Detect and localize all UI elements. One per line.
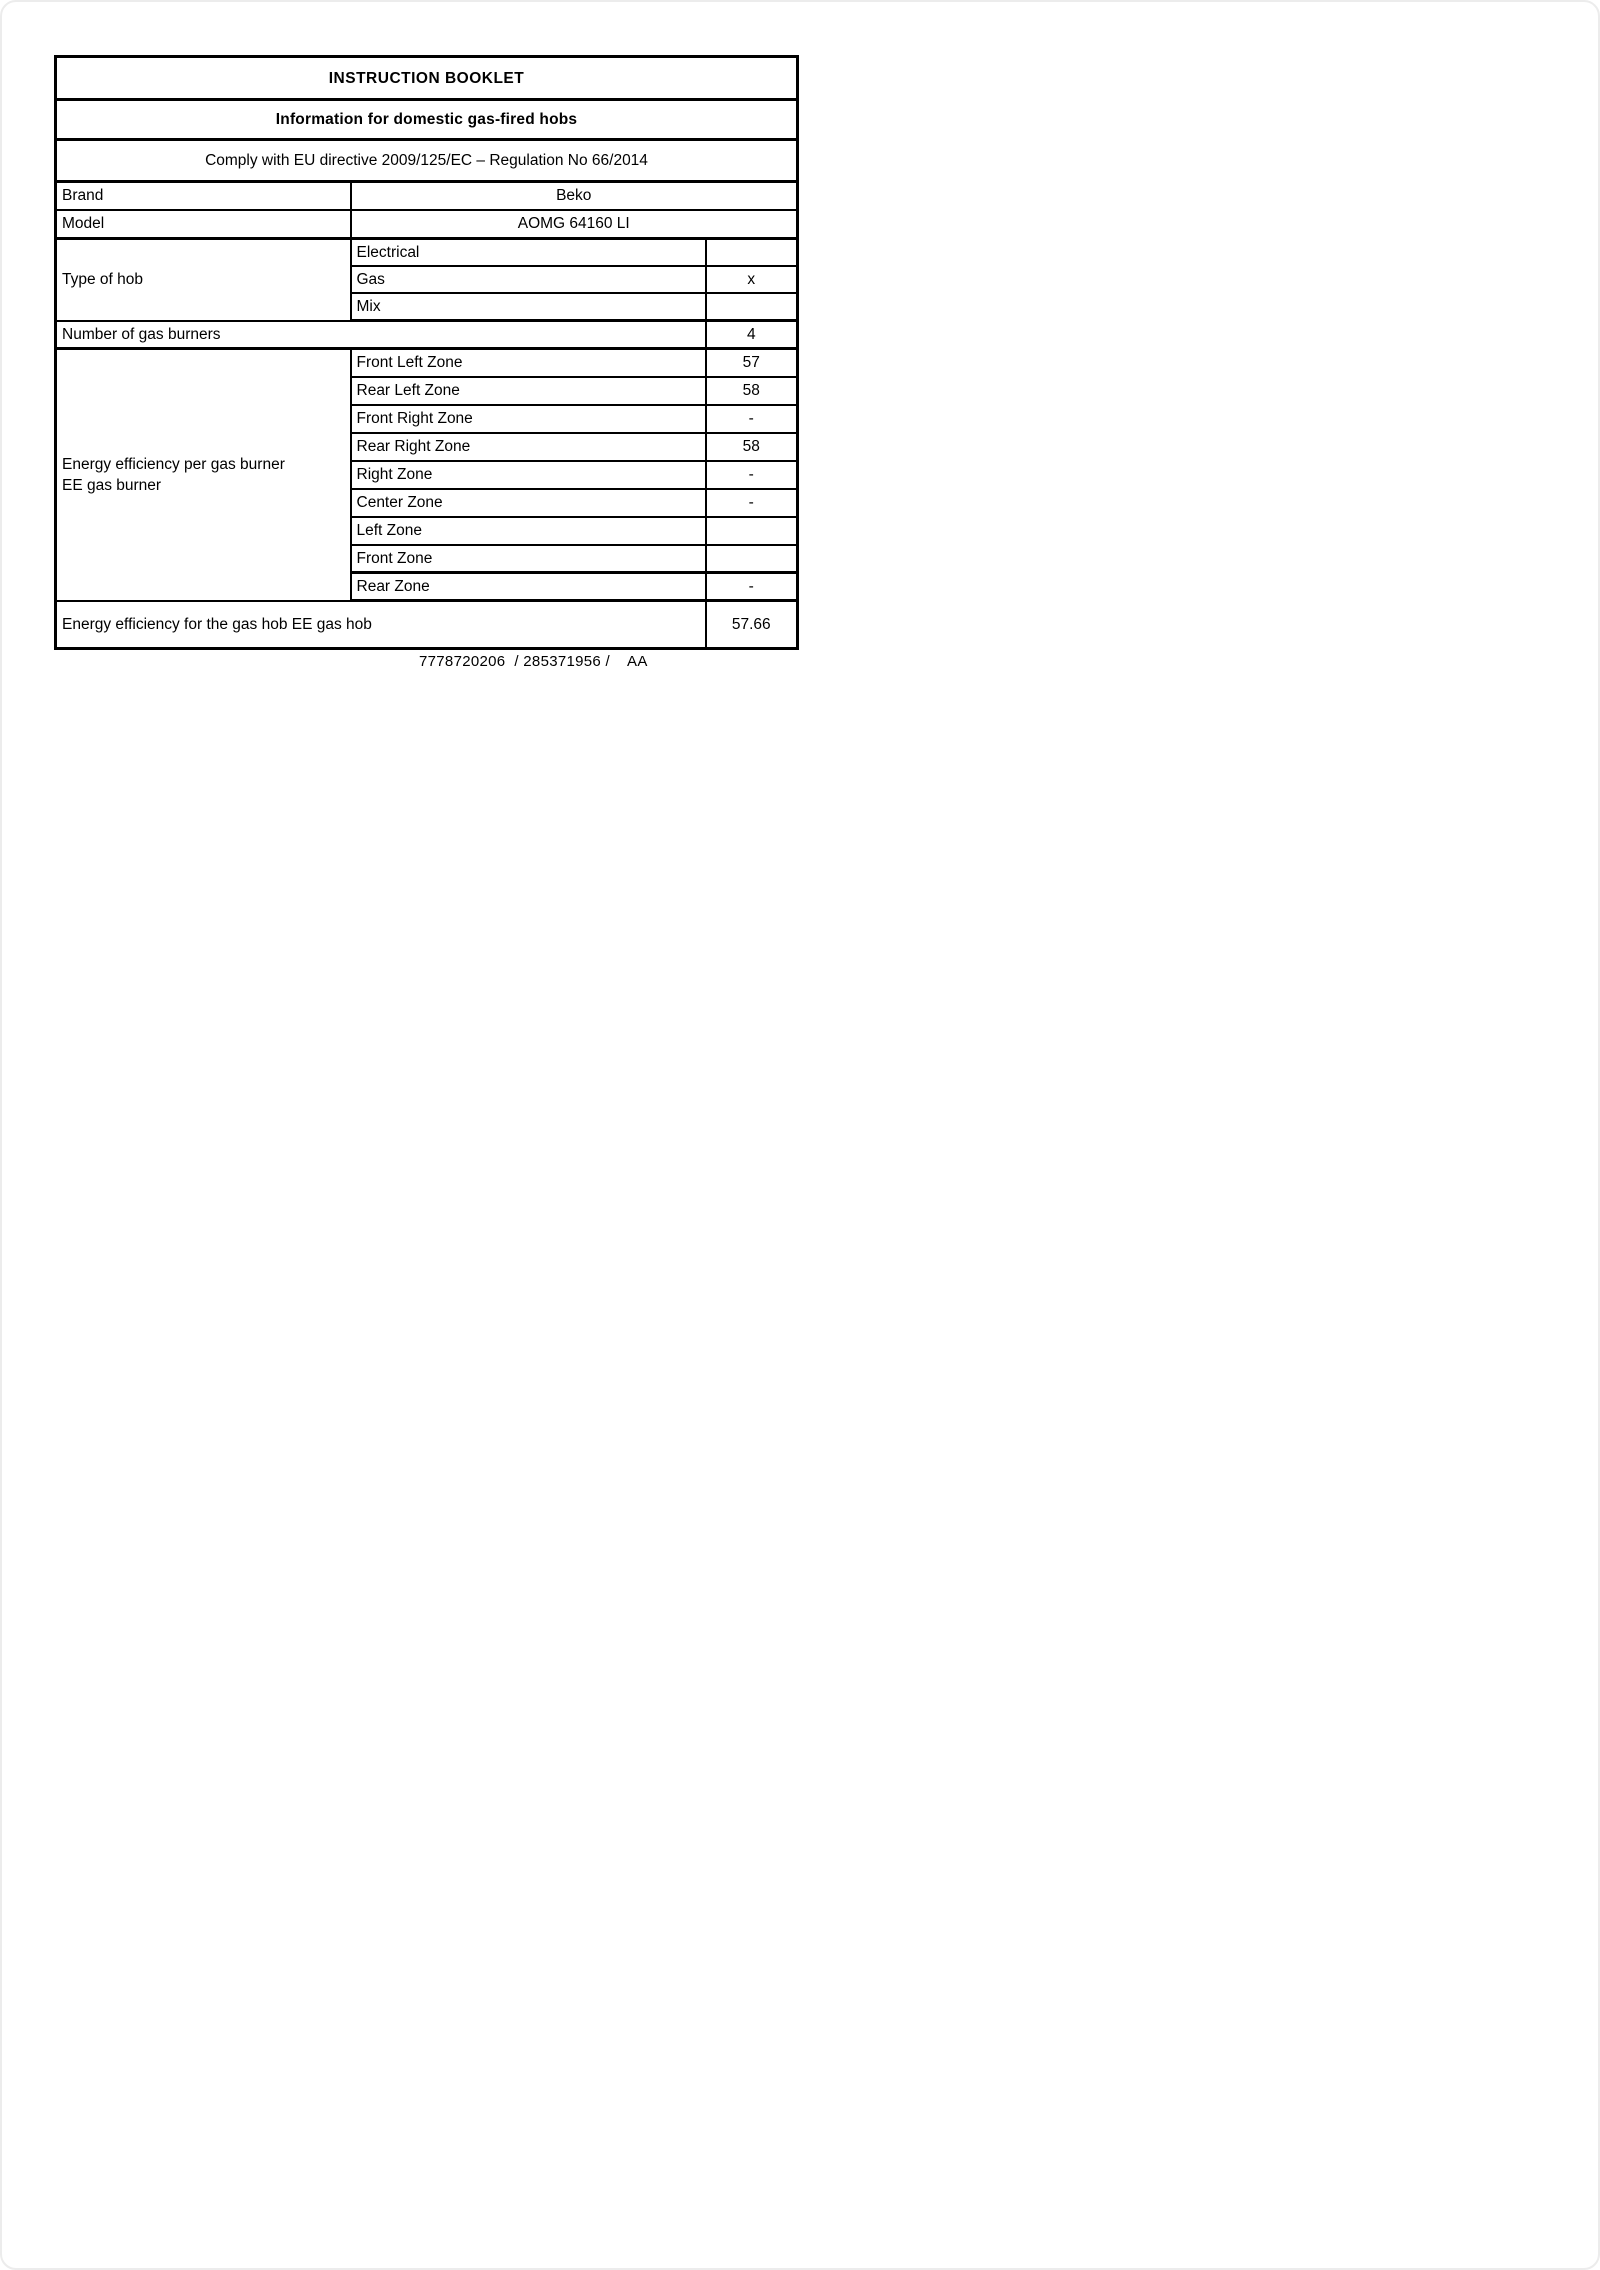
- hob-type-label: Electrical: [349, 237, 707, 267]
- burner-count-label: Number of gas burners: [54, 319, 707, 350]
- efficiency-label-line2: EE gas burner: [62, 476, 162, 494]
- zone-value: 58: [704, 375, 799, 406]
- zone-row: Rear Right Zone 58: [56, 431, 799, 462]
- hob-type-label: Gas: [349, 265, 707, 294]
- hob-type-row: Gas x: [56, 265, 799, 294]
- zone-label: Rear Right Zone: [349, 431, 707, 462]
- zone-label: Right Zone: [349, 459, 707, 490]
- efficiency-label-line1: Energy efficiency per gas burner: [62, 455, 285, 473]
- zone-value: [704, 515, 799, 546]
- zone-row: Rear Zone -: [56, 571, 799, 602]
- burner-count-value: 4: [704, 319, 799, 350]
- hob-type-value: [704, 292, 799, 322]
- model-label: Model: [54, 208, 352, 240]
- type-of-hob-label: Type of hob: [54, 237, 352, 322]
- instruction-booklet-table: INSTRUCTION BOOKLET Information for dome…: [54, 55, 799, 650]
- total-efficiency-label: Energy efficiency for the gas hob EE gas…: [54, 599, 707, 650]
- compliance-statement: Comply with EU directive 2009/125/EC – R…: [54, 138, 799, 183]
- total-efficiency-value: 57.66: [704, 599, 799, 650]
- zone-label: Rear Left Zone: [349, 375, 707, 406]
- zone-label: Front Right Zone: [349, 403, 707, 434]
- zone-label: Rear Zone: [349, 571, 707, 602]
- zone-row: Energy efficiency per gas burner EE gas …: [54, 347, 799, 602]
- zone-value: [704, 543, 799, 574]
- zone-row: Right Zone -: [56, 459, 799, 490]
- brand-label: Brand: [54, 180, 352, 211]
- zone-row: Center Zone -: [56, 487, 799, 518]
- zone-row: Front Zone: [56, 543, 799, 574]
- document-code: 7778720206 / 285371956 / AA: [419, 653, 648, 670]
- zone-row: Rear Left Zone 58: [56, 375, 799, 406]
- zone-value: -: [704, 571, 799, 602]
- zone-row: Left Zone: [56, 515, 799, 546]
- hob-type-value: x: [704, 265, 799, 294]
- zone-value: -: [704, 487, 799, 518]
- zone-row: Front Right Zone -: [56, 403, 799, 434]
- zone-label: Left Zone: [349, 515, 707, 546]
- zone-value: -: [704, 459, 799, 490]
- hob-type-value: [704, 237, 799, 267]
- zone-label: Front Left Zone: [349, 347, 707, 378]
- document-subtitle: Information for domestic gas-fired hobs: [54, 98, 799, 141]
- zone-value: 57: [704, 347, 799, 378]
- model-value: AOMG 64160 LI: [349, 208, 799, 240]
- brand-value: Beko: [349, 180, 799, 211]
- zone-label: Front Zone: [349, 543, 707, 574]
- zone-value: -: [704, 403, 799, 434]
- document-title: INSTRUCTION BOOKLET: [54, 55, 799, 101]
- efficiency-per-burner-label: Energy efficiency per gas burner EE gas …: [54, 347, 352, 602]
- zone-value: 58: [704, 431, 799, 462]
- zone-label: Center Zone: [349, 487, 707, 518]
- hob-type-label: Mix: [349, 292, 707, 322]
- hob-type-row: Type of hob Electrical: [54, 237, 799, 322]
- hob-type-row: Mix: [56, 292, 799, 322]
